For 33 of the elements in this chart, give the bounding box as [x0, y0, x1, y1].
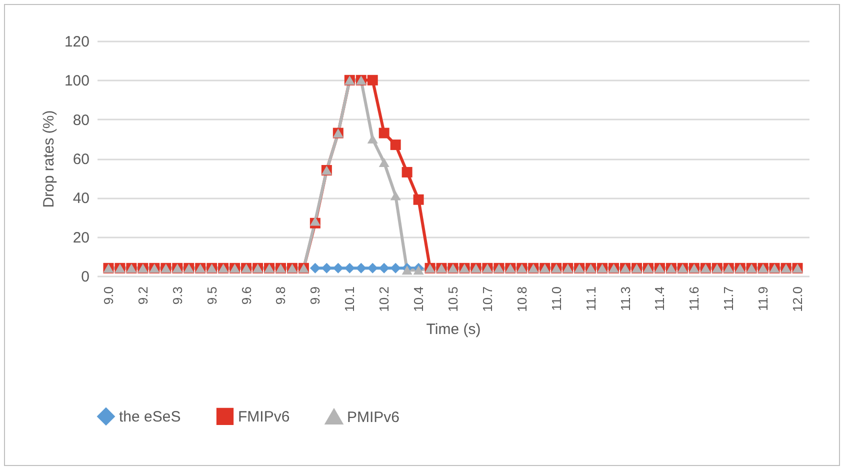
- y-tick-label: 60: [72, 151, 90, 168]
- x-tick-label: 9.9: [308, 286, 323, 305]
- x-tick-label: 10.5: [446, 286, 460, 312]
- x-tick-label: 11.0: [548, 286, 564, 311]
- legend-label: the eSeS: [119, 408, 181, 426]
- y-tick-label: 0: [81, 268, 90, 286]
- x-tick-label: 11.6: [686, 286, 702, 311]
- x-tick-label: 11.7: [721, 286, 736, 311]
- y-tick-label: 80: [72, 112, 90, 129]
- x-tick-label: 10.8: [514, 286, 530, 312]
- legend-label: FMIPv6: [238, 408, 290, 426]
- y-tick-label: 20: [72, 229, 90, 246]
- x-tick-label: 11.4: [652, 286, 668, 311]
- x-axis-title: Time (s): [426, 320, 481, 338]
- x-tick-label: 10.7: [480, 286, 495, 312]
- x-tick-label: 10.4: [411, 286, 426, 312]
- x-tick-label: 9.2: [135, 286, 150, 305]
- x-tick-label: 9.3: [170, 286, 185, 305]
- x-tick-label: 12.0: [790, 286, 806, 312]
- y-tick-label: 40: [72, 190, 90, 208]
- x-tick-label: 11.1: [583, 286, 598, 311]
- y-axis-title: Drop rates (%): [40, 110, 58, 208]
- y-tick-label: 100: [64, 72, 90, 90]
- x-tick-label: 10.2: [376, 286, 392, 312]
- legend-label: PMIPv6: [347, 408, 400, 426]
- x-tick-label: 10.1: [342, 286, 358, 312]
- x-tick-label: 11.9: [756, 286, 771, 311]
- x-tick-label: 9.8: [273, 286, 288, 305]
- y-tick-label: 120: [64, 34, 90, 50]
- x-tick-label: 11.3: [618, 286, 633, 311]
- x-tick-label: 9.6: [238, 286, 254, 305]
- x-tick-label: 9.0: [100, 286, 116, 305]
- x-tick-label: 9.5: [204, 286, 220, 305]
